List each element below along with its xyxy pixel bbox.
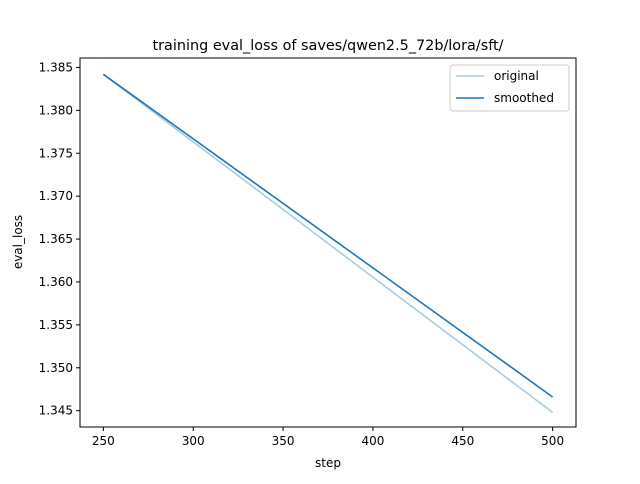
x-tick-label: 450	[451, 434, 474, 448]
y-tick-label: 1.380	[39, 103, 73, 117]
x-tick-label: 400	[361, 434, 384, 448]
y-tick-label: 1.365	[39, 232, 73, 246]
legend-label-original: original	[494, 69, 539, 83]
x-tick-label: 300	[182, 434, 205, 448]
legend-label-smoothed: smoothed	[494, 91, 554, 105]
y-tick-label: 1.370	[39, 189, 73, 203]
axes-frame	[79, 57, 577, 428]
y-axis-label: eval_loss	[11, 215, 25, 269]
chart-title: training eval_loss of saves/qwen2.5_72b/…	[153, 38, 504, 54]
y-tick-label: 1.345	[39, 404, 73, 418]
series-line-smoothed	[102, 73, 554, 398]
y-tick-label: 1.350	[39, 361, 73, 375]
x-axis-ticks: 250 300 350 400 450 500	[92, 427, 564, 448]
y-tick-label: 1.360	[39, 275, 73, 289]
y-tick-label: 1.375	[39, 146, 73, 160]
y-axis-ticks: 1.345 1.350 1.355 1.360 1.365 1.370 1.375 1.380…	[39, 60, 80, 418]
x-axis-label: step	[315, 456, 341, 470]
legend: original smoothed	[449, 64, 570, 112]
x-tick-label: 500	[541, 434, 564, 448]
x-tick-label: 250	[92, 434, 115, 448]
y-tick-label: 1.355	[39, 318, 73, 332]
plot-area	[102, 73, 554, 414]
x-tick-label: 350	[272, 434, 295, 448]
series-line-original	[102, 73, 554, 414]
y-tick-label: 1.385	[39, 60, 73, 74]
